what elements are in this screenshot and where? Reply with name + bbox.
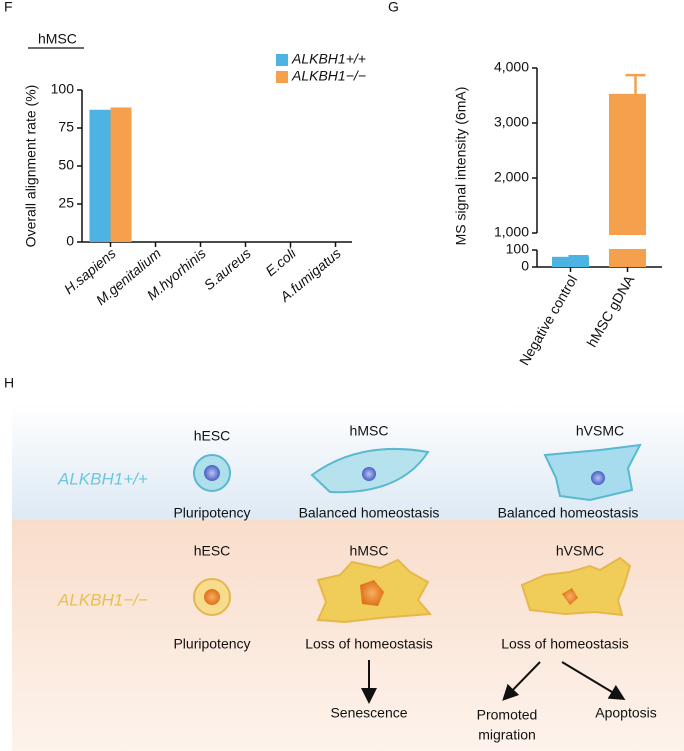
outcome: migration xyxy=(478,727,536,743)
x-tick-label: E.coli xyxy=(262,244,299,279)
panel-label: F xyxy=(4,0,13,15)
cell-icon xyxy=(520,556,632,617)
y-tick-label: 100 xyxy=(506,241,530,257)
cell-title: hMSC xyxy=(350,543,389,559)
bar xyxy=(110,107,132,242)
error-bar xyxy=(568,255,589,258)
y-tick-label: 4,000 xyxy=(494,59,529,75)
y-tick-label: 0 xyxy=(521,258,529,274)
bar xyxy=(89,109,111,242)
cell-title: hESC xyxy=(194,543,231,559)
panel-label: H xyxy=(4,375,14,391)
nucleus xyxy=(562,588,578,605)
x-tick-label: hMSC gDNA xyxy=(583,272,637,350)
cell-title: hVSMC xyxy=(556,543,604,559)
diagram: H ALKBH1+/+ ALKBH1−/− hESC hMSC hVSMC Pl… xyxy=(4,375,684,751)
nucleus xyxy=(204,465,220,481)
panel-label: G xyxy=(388,0,399,15)
y-tick-label: 3,000 xyxy=(494,114,529,130)
nucleus xyxy=(204,589,220,605)
y-tick-label: 50 xyxy=(58,157,74,173)
y-tick-label: 1,000 xyxy=(494,224,529,240)
row-label: ALKBH1+/+ xyxy=(57,469,148,488)
row-label: ALKBH1−/− xyxy=(57,590,148,609)
row-band xyxy=(12,520,684,751)
cell-icon xyxy=(543,443,642,502)
nucleus xyxy=(591,471,605,485)
cell-caption: Loss of homeostasis xyxy=(305,636,433,652)
y-axis-label: MS signal intensity (6mA) xyxy=(453,87,469,246)
cell-caption: Pluripotency xyxy=(173,505,250,521)
cell-caption: Balanced homeostasis xyxy=(498,505,639,521)
outcome: Senescence xyxy=(330,705,407,721)
cell-caption: Balanced homeostasis xyxy=(299,505,440,521)
nucleus xyxy=(362,467,376,481)
arrow xyxy=(561,661,626,701)
y-tick-label: 25 xyxy=(58,195,74,211)
outcome: Apoptosis xyxy=(595,705,656,721)
x-tick-label: Negative control xyxy=(516,272,580,368)
legend-label: ALKBH1−/− xyxy=(291,68,366,84)
chart-title: hMSC xyxy=(38,31,77,47)
y-tick-label: 100 xyxy=(51,81,75,97)
cell-title: hMSC xyxy=(350,423,389,439)
cell-title: hESC xyxy=(194,428,231,444)
arrow xyxy=(502,661,541,701)
cell-title: hVSMC xyxy=(576,423,624,439)
cell-caption: Loss of homeostasis xyxy=(501,636,629,652)
y-tick-label: 75 xyxy=(58,119,74,135)
nucleus xyxy=(360,580,384,606)
legend-swatch xyxy=(276,71,288,83)
y-tick-label: 0 xyxy=(66,233,74,249)
x-tick-label: S.aureus xyxy=(201,245,254,293)
outcome: Promoted xyxy=(477,707,538,723)
y-axis-label: Overall alignment rate (%) xyxy=(23,85,39,248)
error-bar xyxy=(625,73,646,94)
axis-break-gap xyxy=(608,235,647,249)
bar xyxy=(552,256,589,267)
cell-caption: Pluripotency xyxy=(173,636,250,652)
legend-swatch xyxy=(276,54,288,66)
y-tick-label: 2,000 xyxy=(494,169,529,185)
legend-label: ALKBH1+/+ xyxy=(291,51,366,67)
